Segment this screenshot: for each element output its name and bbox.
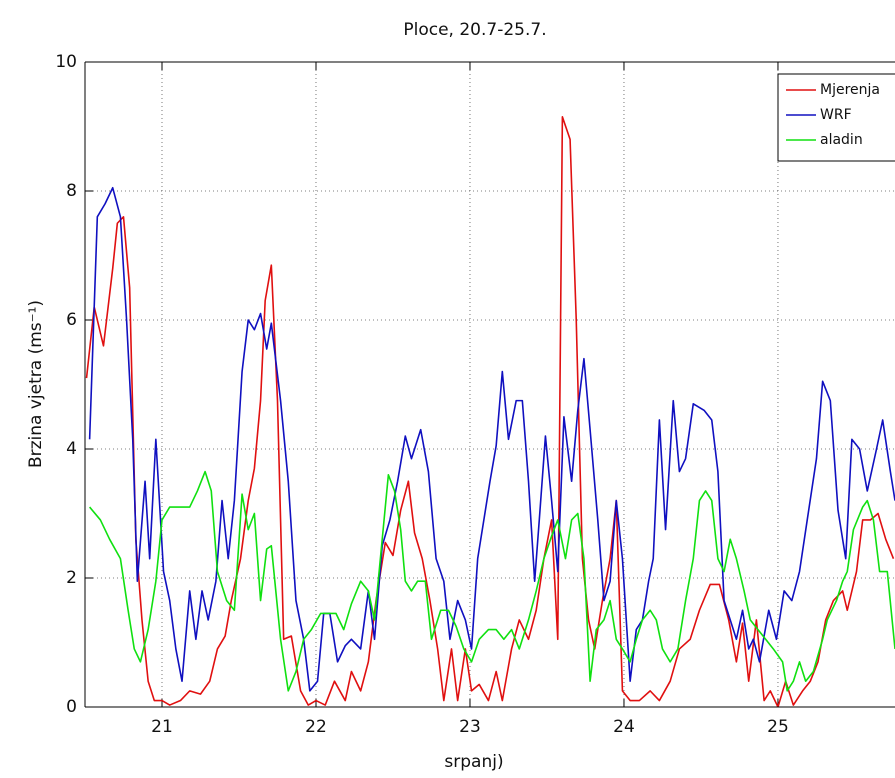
y-tick-label: 10 xyxy=(55,52,77,72)
x-tick-label: 23 xyxy=(459,717,481,737)
data-line xyxy=(88,186,895,692)
legend-box xyxy=(777,73,895,162)
y-tick-label: 4 xyxy=(66,439,77,459)
y-tick-label: 8 xyxy=(66,181,77,201)
y-tick-label: 0 xyxy=(66,697,77,717)
x-tick-label: 21 xyxy=(151,717,173,737)
y-tick-label: 2 xyxy=(66,568,77,588)
plot-area xyxy=(85,116,895,707)
x-axis-label: srpanj) xyxy=(444,752,503,772)
x-tick-label: 25 xyxy=(767,717,789,737)
x-tick-label: 22 xyxy=(305,717,327,737)
data-line xyxy=(89,470,895,692)
y-axis-label: Brzina vjetra (ms⁻¹) xyxy=(26,300,46,468)
legend: Mjerenja WRF aladin xyxy=(777,73,895,162)
chart-title: Ploce, 20.7-25.7. xyxy=(403,20,546,40)
x-tick-label: 24 xyxy=(613,717,635,737)
legend-label: WRF xyxy=(820,107,852,123)
legend-label: aladin xyxy=(820,132,863,148)
legend-label: Mjerenja xyxy=(820,82,880,98)
y-tick-label: 6 xyxy=(66,310,77,330)
